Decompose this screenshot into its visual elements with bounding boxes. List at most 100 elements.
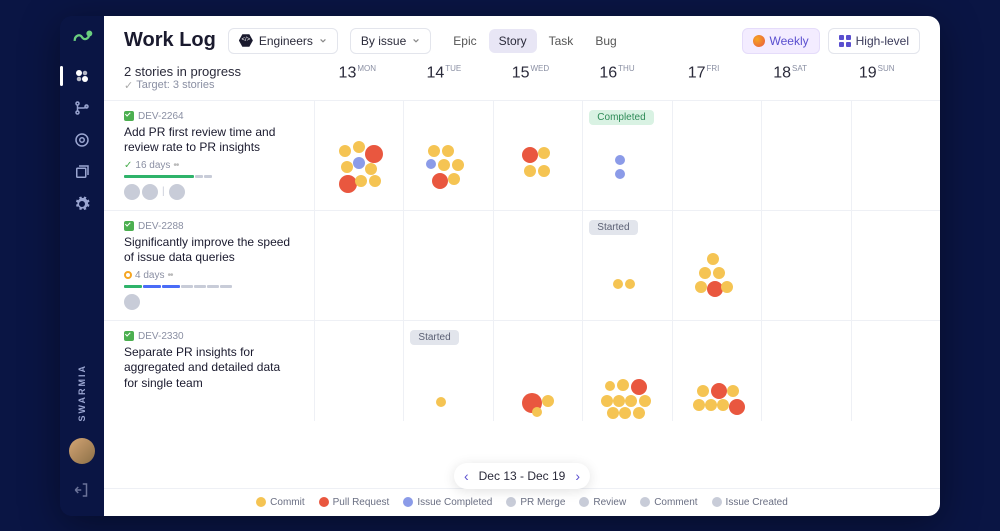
day-cell[interactable] — [314, 321, 403, 421]
activity-dot — [538, 165, 550, 177]
day-cell[interactable] — [851, 211, 940, 320]
activity-dot — [605, 381, 615, 391]
activity-dots — [498, 345, 578, 417]
legend-item: Issue Completed — [403, 497, 492, 508]
status-badge: Completed — [589, 110, 653, 125]
activity-dots — [766, 345, 846, 417]
day-cell[interactable] — [493, 211, 582, 320]
issue-meta[interactable]: DEV-2288 Significantly improve the speed… — [104, 211, 314, 320]
activity-dot — [452, 159, 464, 171]
issue-type-tabs: EpicStoryTaskBug — [443, 29, 626, 53]
group-dropdown[interactable]: By issue — [350, 28, 431, 54]
activity-dot — [353, 141, 365, 153]
tab-bug[interactable]: Bug — [585, 29, 626, 53]
user-avatar[interactable] — [69, 438, 95, 464]
progress-bar — [124, 175, 294, 178]
day-cell[interactable] — [672, 321, 761, 421]
legend-item: Pull Request — [319, 497, 390, 508]
activity-dot — [713, 267, 725, 279]
day-cell[interactable] — [493, 101, 582, 210]
assignees: | — [124, 184, 294, 200]
day-cell[interactable] — [403, 101, 492, 210]
view-highlevel-chip[interactable]: High-level — [828, 28, 920, 54]
activity-dots — [498, 125, 578, 206]
brand-label: SWARMIA — [77, 364, 87, 422]
issue-row: DEV-2330 Separate PR insights for aggreg… — [104, 320, 940, 421]
date-range-pill: ‹ Dec 13 - Dec 19 › — [454, 463, 590, 489]
activity-dots — [408, 235, 488, 316]
activity-dot — [436, 397, 446, 407]
nav-target[interactable] — [68, 126, 96, 154]
story-icon — [124, 111, 134, 121]
team-dropdown[interactable]: Engineers — [228, 28, 338, 54]
day-cell[interactable]: Started — [403, 321, 492, 421]
issue-id: DEV-2288 — [124, 221, 294, 232]
header: Work Log Engineers By issue EpicStoryTas… — [104, 16, 940, 64]
day-header: 14TUE — [401, 64, 488, 92]
legend-item: Comment — [640, 497, 697, 508]
day-cell[interactable] — [851, 101, 940, 210]
legend-item: Review — [579, 497, 626, 508]
issue-duration: ✓ 16 days •• — [124, 160, 294, 171]
prev-week-button[interactable]: ‹ — [464, 468, 469, 484]
day-cell[interactable]: Started — [582, 211, 671, 320]
activity-dot — [699, 267, 711, 279]
activity-dot — [339, 145, 351, 157]
nav-docs[interactable] — [68, 158, 96, 186]
nav-branches[interactable] — [68, 94, 96, 122]
issue-row: DEV-2264 Add PR first review time and re… — [104, 100, 940, 210]
activity-dots — [677, 235, 757, 316]
activity-dots — [856, 125, 936, 206]
status-badge: Started — [410, 330, 458, 345]
activity-dot — [615, 155, 625, 165]
day-cell[interactable] — [403, 211, 492, 320]
activity-dot — [721, 281, 733, 293]
issue-meta[interactable]: DEV-2330 Separate PR insights for aggreg… — [104, 321, 314, 421]
day-cell[interactable] — [761, 211, 850, 320]
activity-dots — [587, 125, 667, 206]
day-cell[interactable] — [672, 101, 761, 210]
tab-task[interactable]: Task — [539, 29, 584, 53]
day-cell[interactable] — [761, 321, 850, 421]
chevron-down-icon — [319, 37, 327, 45]
activity-dot — [695, 281, 707, 293]
day-cell[interactable] — [314, 101, 403, 210]
activity-dot — [428, 145, 440, 157]
progress-target: ✓Target: 3 stories — [124, 79, 314, 92]
issue-meta[interactable]: DEV-2264 Add PR first review time and re… — [104, 101, 314, 210]
day-header: 16THU — [574, 64, 661, 92]
activity-dot — [707, 253, 719, 265]
day-cell[interactable] — [851, 321, 940, 421]
progress-bar — [124, 285, 294, 288]
day-cell[interactable]: Completed — [582, 101, 671, 210]
day-cell[interactable] — [582, 321, 671, 421]
next-week-button[interactable]: › — [575, 468, 580, 484]
activity-dot — [365, 163, 377, 175]
activity-dot — [697, 385, 709, 397]
activity-dot — [617, 379, 629, 391]
day-cell[interactable] — [493, 321, 582, 421]
tab-story[interactable]: Story — [489, 29, 537, 53]
view-weekly-chip[interactable]: Weekly — [742, 28, 820, 54]
nav-worklog[interactable] — [68, 62, 96, 90]
activity-dot — [619, 407, 631, 419]
logout-icon[interactable] — [68, 476, 96, 504]
group-label: By issue — [361, 34, 406, 48]
day-cell[interactable] — [761, 101, 850, 210]
nav-settings[interactable] — [68, 190, 96, 218]
day-cell[interactable] — [672, 211, 761, 320]
activity-dot — [339, 175, 357, 193]
activity-dot — [613, 279, 623, 289]
tab-epic[interactable]: Epic — [443, 29, 486, 53]
highlevel-icon — [839, 35, 851, 47]
activity-dot — [355, 175, 367, 187]
day-header: 18SAT — [747, 64, 834, 92]
activity-dots — [856, 345, 936, 417]
issue-id: DEV-2264 — [124, 111, 294, 122]
day-cell[interactable] — [314, 211, 403, 320]
activity-dots — [856, 235, 936, 316]
activity-dot — [639, 395, 651, 407]
activity-dot — [705, 399, 717, 411]
issue-title: Significantly improve the speed of issue… — [124, 235, 294, 266]
activity-dots — [766, 235, 846, 316]
